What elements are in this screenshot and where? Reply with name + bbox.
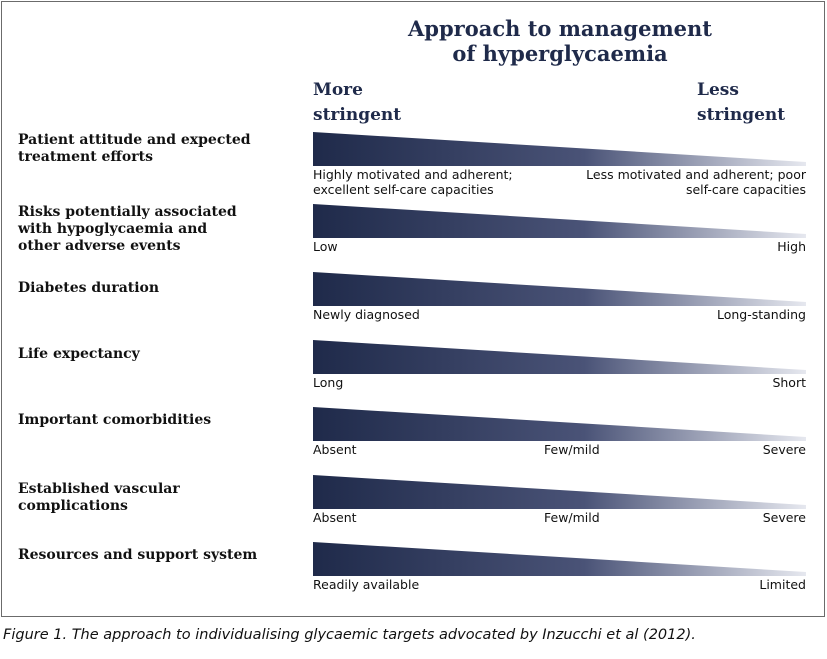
wedge-shape: [313, 542, 806, 576]
factor-label-line: Diabetes duration: [18, 280, 160, 296]
condition-line: Severe: [762, 510, 806, 525]
condition-line: Severe: [762, 442, 806, 457]
figure-frame: [1, 1, 825, 617]
factor-row: Important comorbidities Absent Few/mild Sev…: [0, 407, 827, 469]
less-stringent-condition: Limited: [759, 577, 806, 592]
condition-line: Newly diagnosed: [313, 307, 420, 322]
factor-label: Important comorbidities: [18, 412, 278, 429]
stringency-wedge: [313, 272, 806, 306]
condition-line: Absent: [313, 510, 357, 525]
factor-label: Established vascular complications: [18, 481, 278, 515]
condition-line: Less motivated and adherent; poor: [586, 167, 806, 182]
more-stringent-line-2: stringent: [313, 105, 402, 125]
factor-label: Risks potentially associated with hypogly…: [18, 204, 278, 255]
factor-label-line: Resources and support system: [18, 547, 258, 563]
condition-line: Absent: [313, 442, 357, 457]
wedge-shape: [313, 204, 806, 238]
factor-row: Resources and support system Readily avai…: [0, 542, 827, 604]
factor-label-line: other adverse events: [18, 238, 181, 254]
condition-line: Long: [313, 375, 344, 390]
less-stringent-label: Less stringent: [697, 78, 785, 128]
more-stringent-condition: Low: [313, 239, 338, 254]
stringency-wedge: [313, 407, 806, 441]
condition-line: Limited: [759, 577, 806, 592]
condition-line: Short: [772, 375, 806, 390]
wedge-shape: [313, 132, 806, 166]
more-stringent-condition: Absent: [313, 442, 357, 457]
less-stringent-condition: Less motivated and adherent; poor self-ca…: [586, 167, 806, 197]
factor-label-line: complications: [18, 498, 128, 514]
wedge-shape: [313, 272, 806, 306]
less-stringent-condition: High: [777, 239, 806, 254]
factor-label-line: Established vascular: [18, 481, 180, 497]
less-stringent-condition: Long-standing: [717, 307, 806, 322]
factor-label: Resources and support system: [18, 547, 278, 564]
title-line-2: of hyperglycaemia: [452, 41, 668, 66]
factor-label-line: Life expectancy: [18, 346, 140, 362]
figure-caption: Figure 1. The approach to individualisin…: [3, 627, 696, 643]
more-stringent-condition: Highly motivated and adherent; excellent …: [313, 167, 513, 197]
less-stringent-condition: Severe: [763, 442, 806, 457]
more-stringent-label: More stringent: [313, 78, 401, 128]
factor-row: Patient attitude and expected treatment e…: [0, 132, 827, 197]
factor-label: Diabetes duration: [18, 280, 278, 297]
stringency-wedge: [313, 132, 806, 166]
stringency-wedge: [313, 204, 806, 238]
wedge-shape: [313, 407, 806, 441]
factor-label-line: Important comorbidities: [18, 412, 212, 428]
factor-row: Life expectancy Long Short: [0, 340, 827, 402]
more-stringent-condition: Long: [313, 375, 343, 390]
stringency-wedge: [313, 475, 806, 509]
condition-line: Readily available: [313, 577, 420, 592]
condition-line: Low: [313, 239, 338, 254]
less-stringent-line-1: Less: [697, 80, 739, 100]
wedge-shape: [313, 340, 806, 374]
factor-label-line: with hypoglycaemia and: [18, 221, 208, 237]
factor-label-line: Patient attitude and expected: [18, 132, 251, 148]
factor-row: Established vascular complications Absent F…: [0, 475, 827, 537]
stringency-wedge: [313, 340, 806, 374]
factor-row: Risks potentially associated with hypogly…: [0, 204, 827, 266]
condition-line: self-care capacities: [685, 182, 806, 197]
more-stringent-condition: Readily available: [313, 577, 419, 592]
condition-line: High: [777, 239, 806, 254]
less-stringent-condition: Short: [772, 375, 806, 390]
more-stringent-condition: Newly diagnosed: [313, 307, 420, 322]
more-stringent-condition: Absent: [313, 510, 357, 525]
stringency-wedge: [313, 542, 806, 576]
more-stringent-line-1: More: [313, 80, 363, 100]
diagram-title: Approach to management of hyperglycaemia: [380, 16, 740, 66]
factor-label-line: treatment efforts: [18, 149, 153, 165]
factor-row: Diabetes duration Newly diagnosed Long-sta…: [0, 272, 827, 334]
factor-label: Life expectancy: [18, 346, 278, 363]
condition-line: Long-standing: [716, 307, 806, 322]
condition-line: excellent self-care capacities: [313, 182, 494, 197]
factor-label: Patient attitude and expected treatment e…: [18, 132, 278, 166]
intermediate-condition: Few/mild: [544, 510, 600, 525]
intermediate-condition: Few/mild: [544, 442, 600, 457]
title-line-1: Approach to management: [407, 16, 713, 41]
wedge-shape: [313, 475, 806, 509]
condition-line: Highly motivated and adherent;: [313, 167, 513, 182]
factor-label-line: Risks potentially associated: [18, 204, 237, 220]
less-stringent-condition: Severe: [763, 510, 806, 525]
less-stringent-line-2: stringent: [697, 105, 786, 125]
